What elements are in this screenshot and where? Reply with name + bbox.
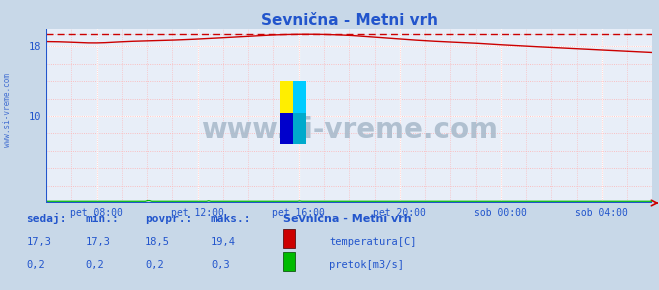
Text: povpr.:: povpr.: — [145, 214, 192, 224]
Text: 19,4: 19,4 — [211, 237, 236, 247]
Text: 17,3: 17,3 — [26, 237, 51, 247]
Text: www.si-vreme.com: www.si-vreme.com — [3, 73, 13, 147]
Text: 0,2: 0,2 — [26, 260, 45, 270]
Bar — [293, 81, 306, 113]
Text: www.si-vreme.com: www.si-vreme.com — [201, 116, 498, 144]
Text: sedaj:: sedaj: — [26, 213, 67, 224]
Text: Sevnična - Metni vrh: Sevnična - Metni vrh — [283, 214, 412, 224]
Text: 18,5: 18,5 — [145, 237, 170, 247]
Text: temperatura[C]: temperatura[C] — [330, 237, 417, 247]
Bar — [279, 81, 293, 113]
Text: min.:: min.: — [86, 214, 119, 224]
Text: 0,2: 0,2 — [86, 260, 104, 270]
Text: 17,3: 17,3 — [86, 237, 111, 247]
Bar — [293, 113, 306, 144]
Bar — [279, 113, 293, 144]
Text: pretok[m3/s]: pretok[m3/s] — [330, 260, 405, 270]
Text: maks.:: maks.: — [211, 214, 251, 224]
Text: 0,2: 0,2 — [145, 260, 163, 270]
Title: Sevnična - Metni vrh: Sevnična - Metni vrh — [261, 13, 438, 28]
Text: 0,3: 0,3 — [211, 260, 229, 270]
